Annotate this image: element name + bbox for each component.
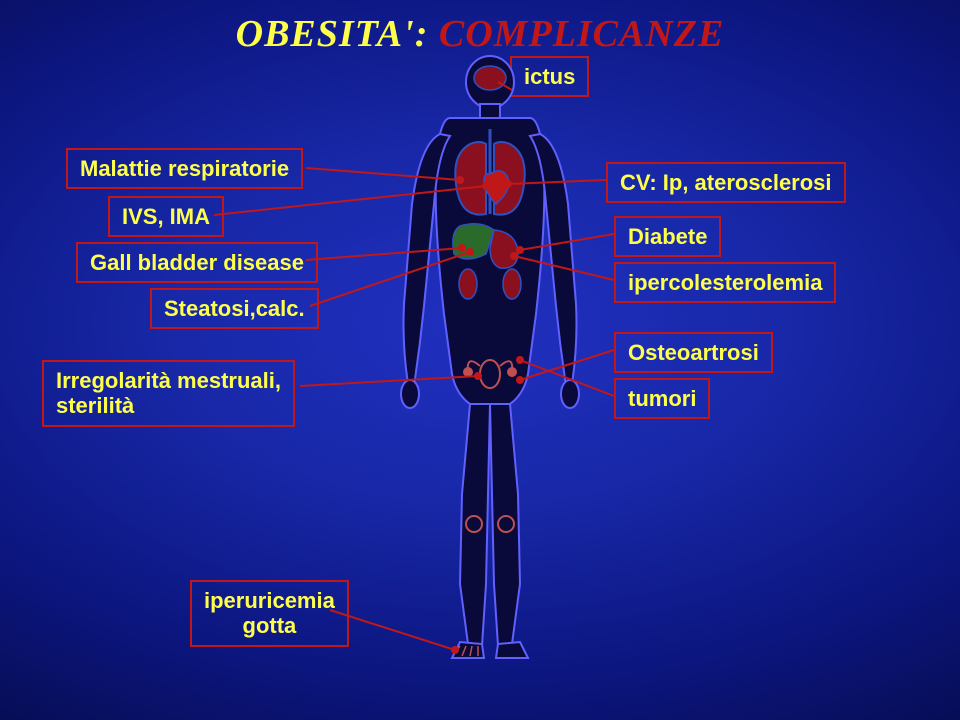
body-figure [390,54,590,664]
slide: OBESITA': COMPLICANZE ictus Malattie res… [0,0,960,720]
label-tumori: tumori [614,378,710,419]
label-gall: Gall bladder disease [76,242,318,283]
label-diabete: Diabete [614,216,721,257]
label-respiratory: Malattie respiratorie [66,148,303,189]
title-part2: COMPLICANZE [428,13,724,55]
label-ivs-ima: IVS, IMA [108,196,224,237]
label-osteo: Osteoartrosi [614,332,773,373]
label-gotta: iperuricemia gotta [190,580,349,647]
label-cv: CV: Ip, aterosclerosi [606,162,846,203]
slide-title: OBESITA': COMPLICANZE [0,12,960,56]
body-svg [390,54,590,664]
label-ipercol: ipercolesterolemia [614,262,836,303]
label-menstrual: Irregolarità mestruali, sterilità [42,360,295,427]
label-steatosi: Steatosi,calc. [150,288,319,329]
title-part1: OBESITA': [236,13,429,55]
